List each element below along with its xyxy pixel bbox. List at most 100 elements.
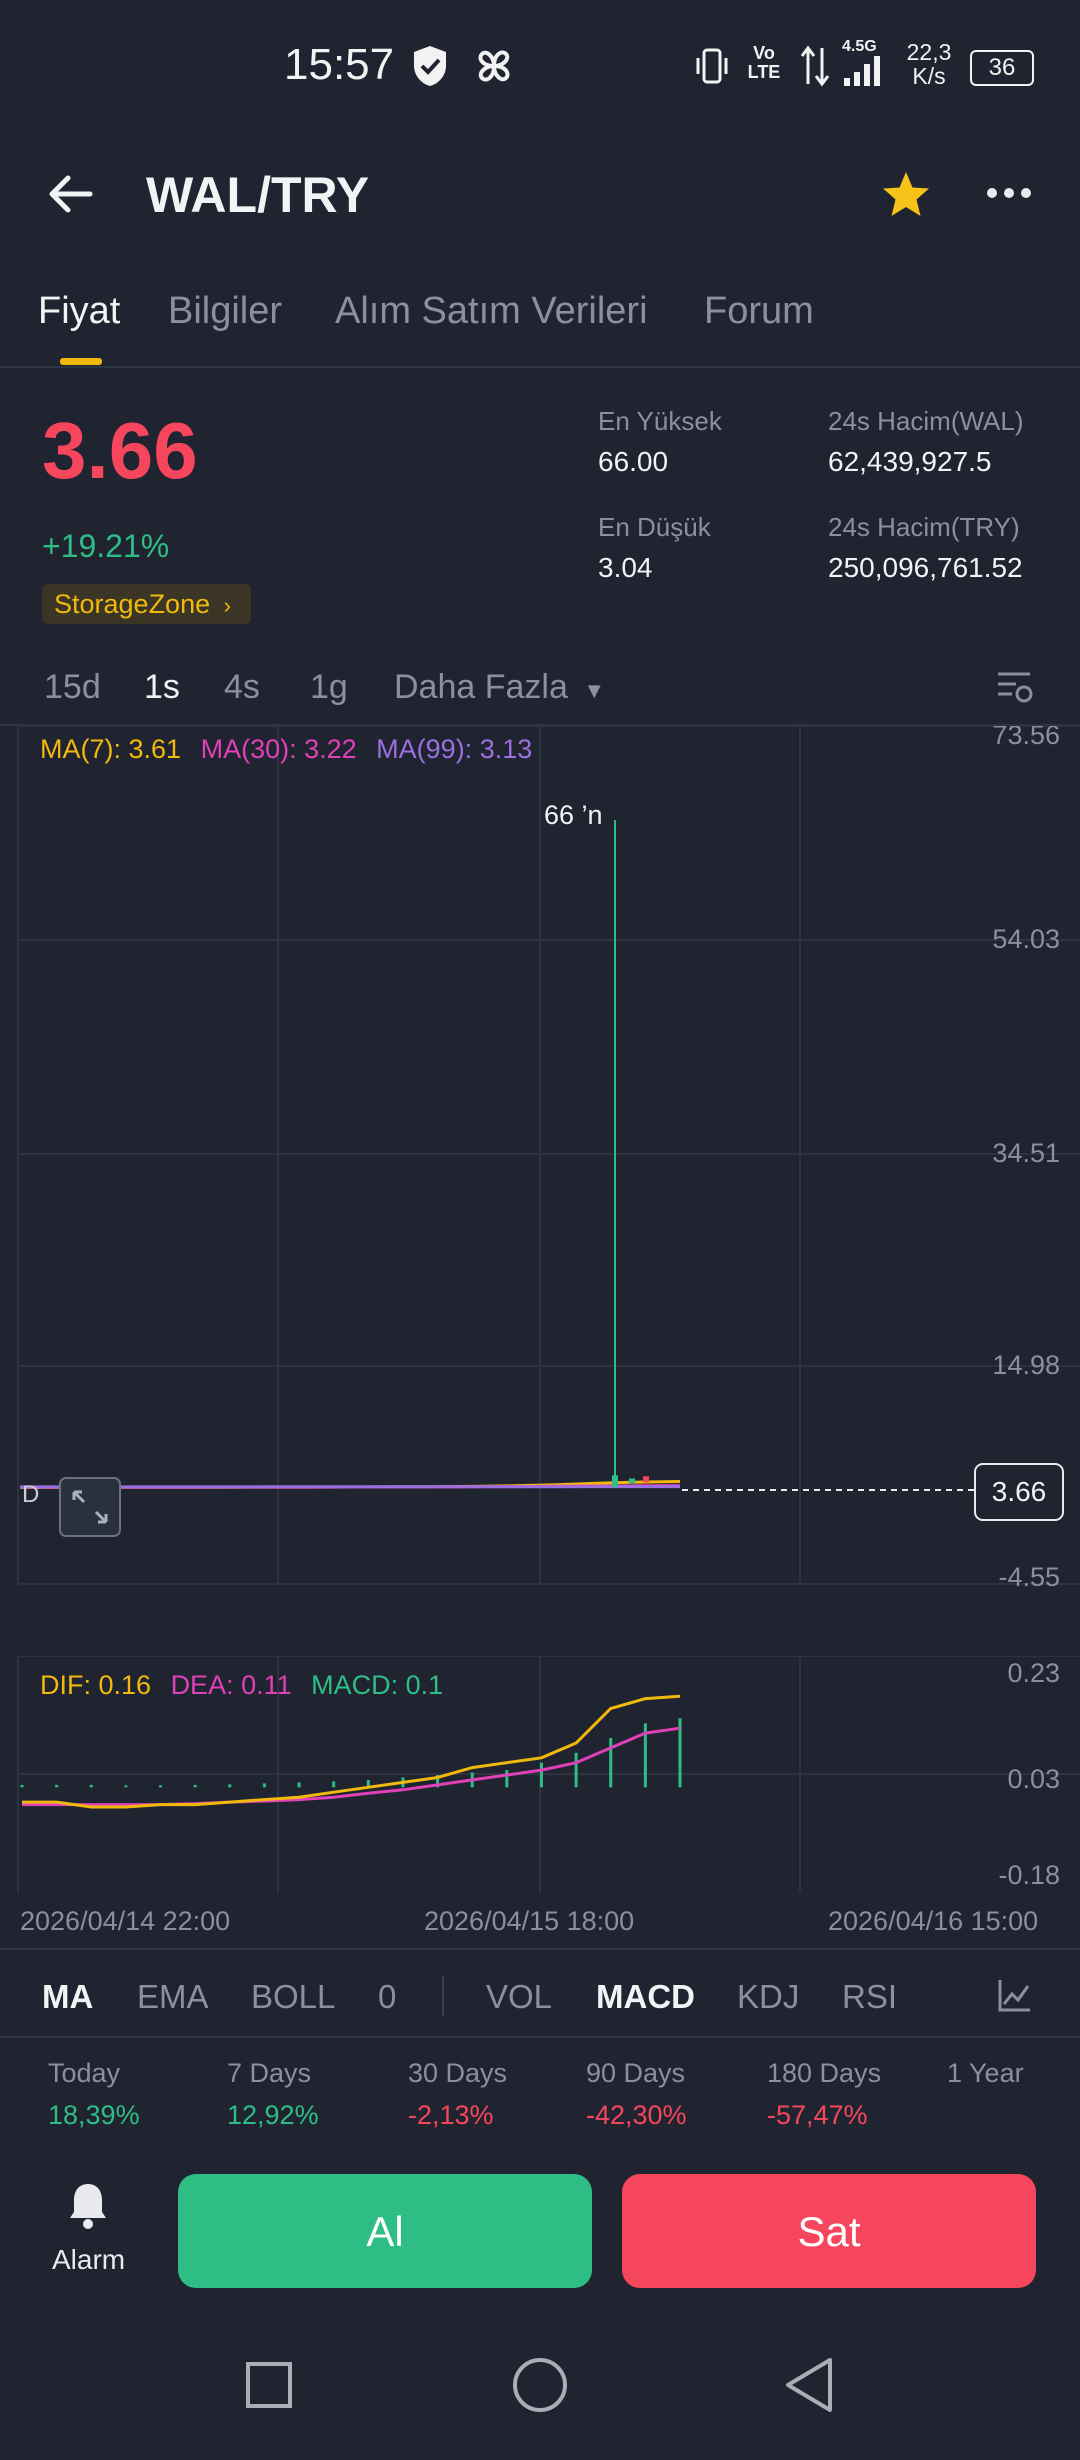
indicator-vol[interactable]: VOL <box>486 1978 553 2015</box>
current-price-tag: 3.66 <box>992 1476 1047 1507</box>
data-arrows-icon <box>800 45 830 87</box>
ma99-legend: MA(99): 3.13 <box>376 734 533 764</box>
macd-histogram-bar <box>297 1782 301 1788</box>
candle <box>629 1478 635 1484</box>
y-tick-label: -4.55 <box>998 1562 1060 1586</box>
active-tab-indicator <box>60 358 102 365</box>
timeframe-4s[interactable]: 4s <box>224 668 260 706</box>
tab-bilgiler[interactable]: Bilgiler <box>168 290 283 332</box>
signal-icon <box>844 56 880 86</box>
favorite-star-icon[interactable] <box>880 170 932 220</box>
page-title: WAL/TRY <box>146 167 370 223</box>
macd-histogram-bar <box>159 1785 163 1788</box>
y-tick-label: 54.03 <box>992 924 1060 954</box>
macd-histogram-bar <box>678 1718 682 1788</box>
system-nav-bar <box>246 2358 832 2412</box>
performance-period-value: 12,92% <box>227 2100 319 2130</box>
performance-divider <box>0 2036 1080 2038</box>
indicator-rsi[interactable]: RSI <box>842 1978 898 2015</box>
sell-button[interactable]: Sat <box>622 2174 1036 2288</box>
performance-period-value: -57,47% <box>767 2100 868 2130</box>
chart-settings-icon[interactable] <box>996 668 1034 706</box>
performance-period-value: 18,39% <box>48 2100 140 2130</box>
home-button[interactable] <box>513 2358 567 2412</box>
recent-apps-button[interactable] <box>246 2362 292 2408</box>
macd-histogram-bar <box>574 1752 578 1788</box>
indicator-macd[interactable]: MACD <box>596 1978 695 2015</box>
macd-histogram-bar <box>193 1784 197 1788</box>
price-grid <box>17 726 1080 1585</box>
buy-button[interactable]: Al <box>178 2174 592 2288</box>
zone-label: StorageZone <box>54 589 211 619</box>
high-value: 66.00 <box>598 446 669 477</box>
candle <box>612 1475 618 1487</box>
tab-fiyat[interactable]: Fiyat <box>38 290 121 332</box>
network-type: 4.5G <box>842 38 877 55</box>
macd-histogram-bar <box>20 1784 24 1788</box>
macd-chart[interactable]: 0.23 0.03 -0.18 <box>0 1656 1080 1892</box>
macd-histogram-bar <box>366 1779 370 1788</box>
status-time: 15:57 <box>284 40 395 89</box>
macd-histogram-bar <box>124 1785 128 1788</box>
indicator-ema[interactable]: EMA <box>137 1978 209 2015</box>
indicator-top-divider <box>0 1948 1080 1950</box>
indicator-ma[interactable]: MA <box>42 1978 94 2015</box>
timeframe-1s[interactable]: 1s <box>144 668 180 706</box>
low-value: 3.04 <box>598 552 653 583</box>
tab-forum[interactable]: Forum <box>704 290 814 332</box>
performance-period-value: -42,30% <box>586 2100 687 2130</box>
macd-histogram-bar <box>55 1784 59 1788</box>
price-chart[interactable]: 73.56 54.03 34.51 14.98 -4.55 3.66 D <box>0 726 1080 1586</box>
performance-period-value: -2,13% <box>408 2100 494 2130</box>
caret-down-icon: ▼ <box>583 678 606 703</box>
performance-period-label[interactable]: Today <box>48 2058 121 2088</box>
timeframe-more-label: Daha Fazla <box>394 668 568 706</box>
price-change: +19.21% <box>42 528 170 564</box>
ma7-legend: MA(7): 3.61 <box>40 734 182 764</box>
indicator-settings-icon[interactable] <box>996 1978 1032 2014</box>
y-tick-label: 14.98 <box>992 1350 1060 1380</box>
net-speed-unit: K/s <box>912 63 946 89</box>
shield-icon <box>414 46 446 86</box>
y-tick-label: -0.18 <box>998 1860 1060 1890</box>
performance-period-label[interactable]: 180 Days <box>767 2058 882 2088</box>
performance-period-label[interactable]: 90 Days <box>586 2058 686 2088</box>
vibrate-icon <box>696 48 728 84</box>
y-tick-label: 0.03 <box>1007 1764 1060 1794</box>
more-options-icon[interactable] <box>986 186 1032 200</box>
timeframe-15d[interactable]: 15d <box>44 668 101 706</box>
macd-histogram-bar <box>332 1781 336 1788</box>
chart-top-divider <box>0 724 1080 726</box>
expand-chart-button[interactable] <box>59 1477 121 1537</box>
alarm-label[interactable]: Alarm <box>52 2244 126 2275</box>
dif-line <box>22 1694 681 1809</box>
high-marker-value: 66 <box>544 800 575 830</box>
timeframe-more-dropdown[interactable]: Daha Fazla ▼ <box>394 668 605 707</box>
indicator-boll[interactable]: BOLL <box>251 1978 336 2015</box>
battery-level: 36 <box>988 54 1016 81</box>
indicator-kdj[interactable]: KDJ <box>737 1978 800 2015</box>
ma30-legend: MA(30): 3.22 <box>200 734 357 764</box>
tab-alim-satim-verileri[interactable]: Alım Satım Verileri <box>335 290 648 332</box>
macd-histogram-bar <box>643 1723 647 1788</box>
volume-base-label: 24s Hacim(WAL) <box>828 406 1024 436</box>
macd-histogram-bar <box>89 1784 93 1788</box>
net-speed-value: 22,3 <box>906 39 952 65</box>
back-arrow-icon[interactable] <box>46 170 94 218</box>
battery-icon: 36 <box>970 50 1034 86</box>
zone-badge[interactable]: StorageZone › <box>42 584 251 624</box>
timeframe-1g[interactable]: 1g <box>310 668 348 706</box>
macd-histogram-bar <box>539 1762 543 1788</box>
drawing-tool-icon[interactable]: D <box>22 1481 39 1508</box>
macd-legend: DIF: 0.16 DEA: 0.11 MACD: 0.1 <box>40 1670 443 1701</box>
macd-histogram-bar <box>262 1783 266 1788</box>
performance-period-label[interactable]: 30 Days <box>408 2058 508 2088</box>
macd-histogram-bar <box>436 1775 440 1788</box>
indicator-zero[interactable]: 0 <box>378 1978 397 2015</box>
y-tick-label: 34.51 <box>992 1138 1060 1168</box>
performance-period-label[interactable]: 7 Days <box>227 2058 312 2088</box>
system-back-button[interactable] <box>786 2358 832 2412</box>
alarm-bell-icon[interactable] <box>66 2180 110 2230</box>
performance-period-label[interactable]: 1 Year <box>947 2058 1024 2088</box>
macd-histogram-bar <box>228 1784 232 1788</box>
